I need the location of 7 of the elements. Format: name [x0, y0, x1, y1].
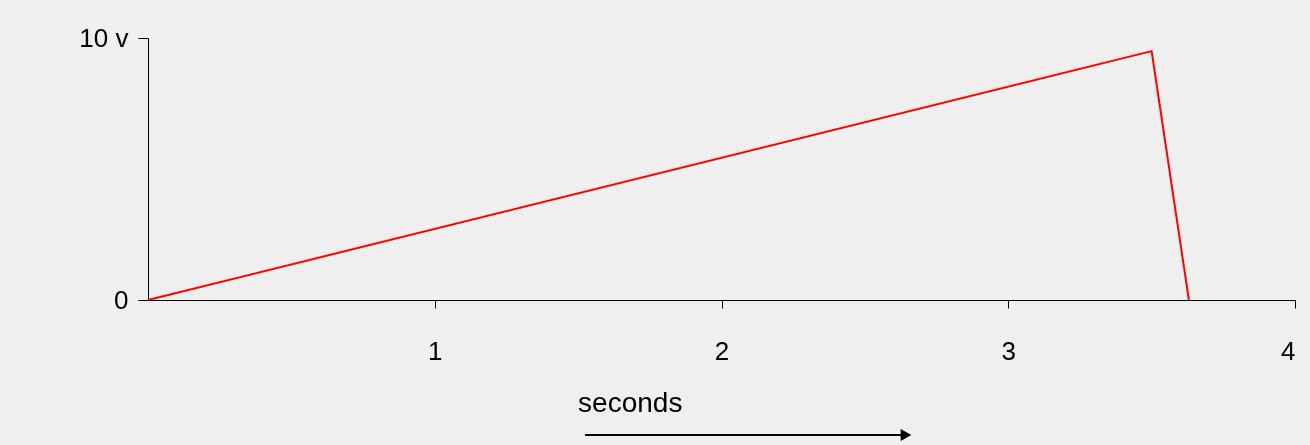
y-tick-label: 10 v [79, 22, 129, 53]
y-tick-label: 0 [114, 284, 129, 315]
x-tick-label: 1 [428, 335, 443, 366]
x-tick-label: 3 [1001, 335, 1016, 366]
x-tick-label: 4 [1281, 335, 1296, 366]
x-axis-title: seconds [578, 386, 683, 418]
x-tick-label: 2 [714, 335, 730, 366]
